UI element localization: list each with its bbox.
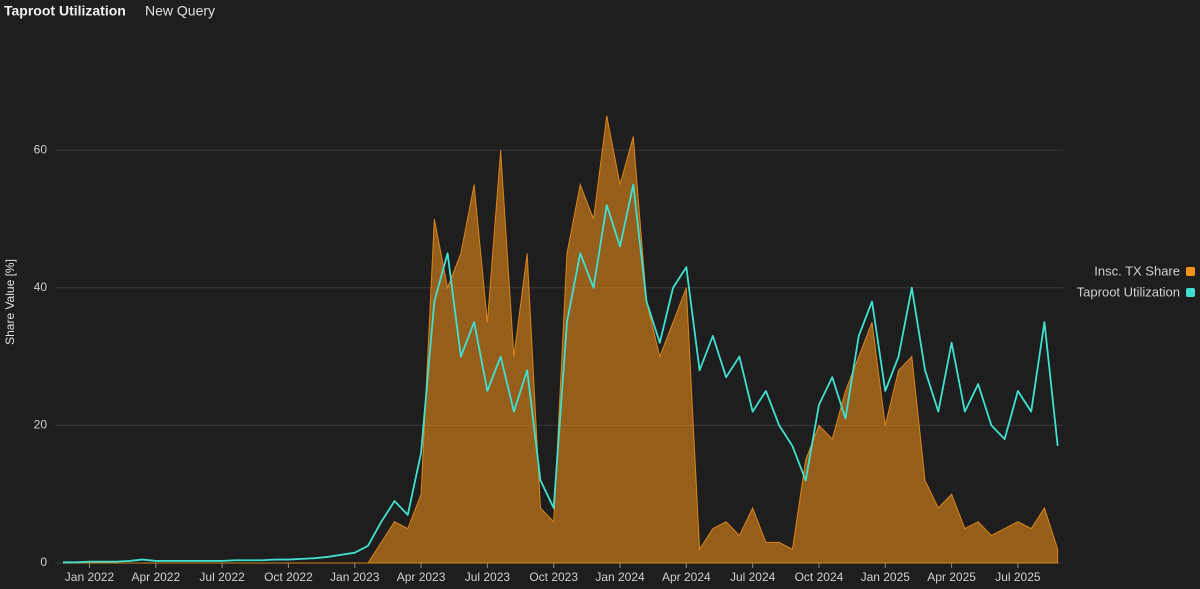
chart-title: Taproot Utilization bbox=[4, 3, 126, 19]
legend-label: Insc. TX Share bbox=[1094, 263, 1180, 278]
x-tick-label: Oct 2024 bbox=[795, 570, 844, 584]
x-tick-label: Apr 2023 bbox=[397, 570, 446, 584]
x-tick-label: Oct 2023 bbox=[529, 570, 578, 584]
x-tick-label: Jan 2023 bbox=[330, 570, 380, 584]
x-tick-label: Jul 2024 bbox=[730, 570, 776, 584]
y-tick-label: 20 bbox=[34, 418, 48, 432]
y-tick-label: 40 bbox=[34, 280, 48, 294]
query-tab[interactable]: New Query bbox=[145, 3, 215, 19]
x-tick-label: Apr 2025 bbox=[927, 570, 976, 584]
legend-swatch bbox=[1186, 288, 1195, 297]
line bbox=[62, 183, 1059, 564]
x-tick-label: Jan 2024 bbox=[595, 570, 645, 584]
x-tick-label: Jan 2025 bbox=[861, 570, 911, 584]
area bbox=[62, 115, 1059, 564]
x-tick-label: Apr 2022 bbox=[131, 570, 180, 584]
x-tick-label: Apr 2024 bbox=[662, 570, 711, 584]
x-tick-label: Oct 2022 bbox=[264, 570, 313, 584]
y-axis-label: Share Value [%] bbox=[3, 259, 17, 345]
legend-label: Taproot Utilization bbox=[1077, 284, 1180, 299]
legend-swatch bbox=[1186, 267, 1195, 276]
x-tick-label: Jan 2022 bbox=[65, 570, 115, 584]
y-tick-label: 0 bbox=[40, 555, 47, 569]
y-tick-label: 60 bbox=[34, 142, 48, 156]
x-tick-label: Jul 2025 bbox=[995, 570, 1041, 584]
x-tick-label: Jul 2023 bbox=[465, 570, 511, 584]
x-tick-label: Jul 2022 bbox=[199, 570, 245, 584]
